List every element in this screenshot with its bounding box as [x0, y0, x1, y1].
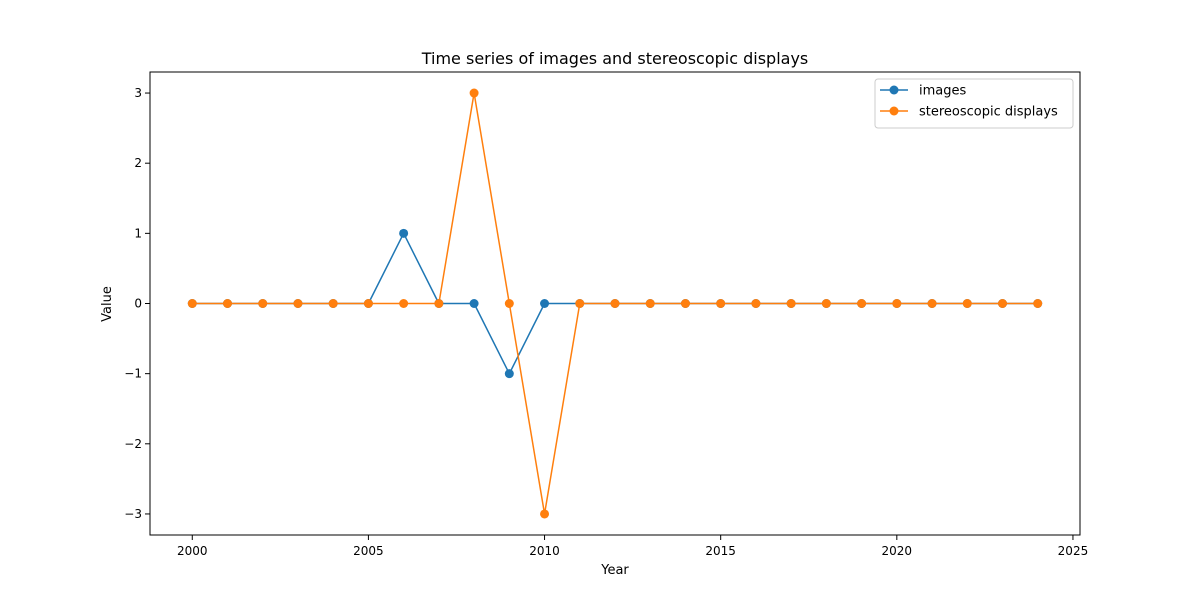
legend-label-1: stereoscopic displays	[919, 105, 1058, 120]
x-tick-label: 2005	[353, 544, 384, 558]
y-tick-label: 3	[134, 86, 142, 100]
data-point	[469, 88, 479, 98]
data-point	[540, 509, 550, 519]
y-tick-label: 0	[134, 297, 142, 311]
x-axis-ticks: 2000 2005 2010 2015 2020 2025	[177, 535, 1088, 558]
data-point	[540, 299, 550, 308]
data-point	[962, 299, 972, 308]
data-point	[645, 299, 655, 308]
data-point	[187, 299, 197, 308]
legend-label-0: images	[919, 84, 966, 99]
data-point	[786, 299, 796, 308]
plot-area-frame	[149, 71, 1081, 536]
x-axis-label: Year	[600, 563, 629, 578]
y-tick-label: 1	[134, 226, 142, 240]
data-point	[293, 299, 303, 308]
data-point	[1033, 299, 1043, 308]
y-tick-label: 2	[134, 156, 142, 170]
y-axis-label: Value	[100, 286, 115, 322]
data-point	[680, 299, 690, 308]
data-point	[469, 299, 479, 308]
data-point	[328, 299, 338, 308]
data-point	[504, 369, 514, 379]
data-point	[399, 228, 409, 238]
x-tick-label: 2015	[705, 544, 736, 558]
data-point	[434, 299, 444, 308]
x-tick-label: 2010	[529, 544, 560, 558]
y-tick-label: −3	[124, 507, 142, 521]
x-tick-label: 2000	[177, 544, 208, 558]
legend-marker-0	[889, 85, 899, 95]
legend-box	[874, 78, 1074, 129]
y-tick-label: −2	[124, 437, 142, 451]
x-tick-label: 2025	[1058, 544, 1089, 558]
chart-title: Time series of images and stereoscopic d…	[421, 49, 809, 68]
data-point	[857, 299, 867, 308]
data-point	[258, 299, 268, 308]
data-point	[504, 299, 514, 308]
data-point	[716, 299, 726, 308]
legend: images stereoscopic displays	[874, 78, 1074, 129]
data-point	[892, 299, 902, 308]
data-point	[927, 299, 937, 308]
data-point	[821, 299, 831, 308]
x-tick-label: 2020	[882, 544, 913, 558]
data-point	[363, 299, 373, 308]
data-point	[399, 299, 409, 308]
legend-marker-1	[889, 106, 899, 116]
data-point	[751, 299, 761, 308]
data-point	[998, 299, 1007, 308]
y-tick-label: −1	[124, 367, 142, 381]
data-point	[610, 299, 620, 308]
plot-series	[187, 88, 1043, 519]
y-axis-ticks: −3 −2 −1 0 1 2 3	[124, 86, 150, 521]
data-point	[575, 299, 585, 308]
data-point	[223, 299, 232, 308]
